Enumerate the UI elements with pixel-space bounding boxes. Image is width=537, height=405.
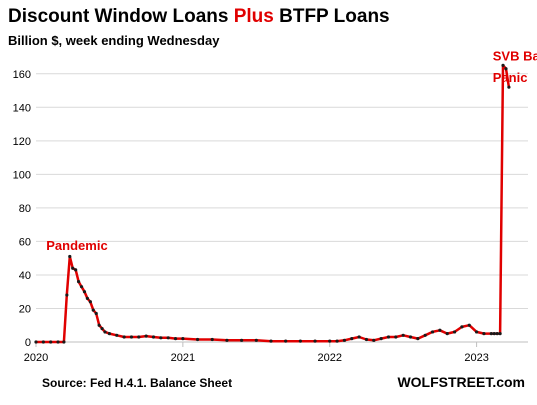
data-point	[240, 338, 244, 342]
data-point	[71, 266, 75, 270]
data-point	[430, 330, 435, 334]
data-point	[501, 63, 505, 67]
data-point	[144, 334, 148, 338]
data-point	[62, 340, 66, 344]
data-point	[492, 332, 496, 336]
data-point	[489, 332, 493, 336]
y-tick-label: 140	[13, 102, 31, 114]
title-part-3: BTFP Loans	[273, 6, 390, 27]
data-point	[357, 335, 361, 339]
data-point	[34, 340, 38, 344]
data-point	[41, 340, 45, 344]
x-axis-ticks: 2020 2021 2022 2023	[24, 342, 489, 364]
data-point	[76, 280, 81, 284]
y-tick-label: 60	[19, 236, 31, 248]
data-point	[328, 339, 332, 343]
y-tick-label: 0	[25, 337, 31, 349]
data-point	[379, 337, 383, 341]
data-point	[85, 296, 90, 301]
data-point	[254, 338, 258, 342]
data-point	[298, 339, 302, 343]
data-point	[269, 339, 273, 343]
data-point	[507, 85, 511, 89]
annotation-label: SVB Bank	[493, 48, 537, 63]
data-point	[100, 326, 104, 331]
data-point	[115, 333, 119, 337]
data-point	[452, 330, 457, 334]
data-point	[460, 325, 464, 329]
data-point	[335, 339, 339, 343]
data-point	[107, 332, 112, 336]
data-point	[181, 337, 185, 341]
data-point	[151, 335, 156, 339]
data-point	[445, 332, 449, 336]
data-point	[88, 300, 92, 304]
data-point	[364, 337, 369, 342]
title-highlight: Plus	[233, 6, 274, 27]
data-point	[129, 335, 134, 339]
x-tick-label: 2022	[317, 352, 341, 364]
data-point	[408, 335, 413, 339]
data-point	[74, 268, 78, 272]
x-tick-label: 2020	[24, 352, 48, 364]
y-axis-ticks: 0 20 40 60 80 100 120 140 160	[13, 69, 31, 349]
annotations: Pandemic SVB Bank Panic	[46, 48, 537, 252]
data-point	[474, 330, 479, 334]
data-point	[56, 340, 60, 344]
source-note: Source: Fed H.4.1. Balance Sheet	[42, 376, 233, 390]
data-point	[49, 340, 53, 344]
y-tick-label: 160	[13, 69, 31, 81]
series-group	[34, 63, 511, 344]
chart-title: Discount Window Loans Plus BTFP Loans	[8, 6, 390, 28]
data-point	[94, 311, 98, 316]
data-point	[350, 337, 354, 341]
data-point	[401, 333, 405, 337]
data-point	[313, 339, 317, 343]
data-point	[423, 333, 427, 337]
annotation-label: Panic	[493, 70, 528, 85]
data-point	[482, 332, 486, 336]
data-point	[210, 337, 214, 342]
y-tick-label: 20	[19, 303, 31, 315]
data-point	[495, 332, 499, 336]
chart-subtitle: Billion $, week ending Wednesday	[8, 33, 220, 48]
y-tick-label: 120	[13, 136, 31, 148]
data-point	[79, 285, 84, 289]
data-point	[68, 254, 72, 259]
data-point	[166, 336, 170, 340]
data-point	[394, 335, 398, 339]
data-point	[498, 332, 502, 336]
x-tick-label: 2023	[464, 352, 488, 364]
gridlines	[36, 73, 528, 309]
data-point	[284, 339, 288, 343]
data-point	[65, 293, 69, 297]
data-point	[372, 338, 376, 342]
data-point	[504, 67, 508, 71]
data-point	[467, 323, 471, 327]
data-point	[137, 335, 141, 339]
data-point	[225, 338, 229, 342]
y-tick-label: 40	[19, 270, 31, 282]
x-tick-label: 2021	[171, 352, 195, 364]
annotation-label: Pandemic	[46, 238, 107, 253]
data-point	[173, 337, 178, 341]
y-tick-label: 100	[13, 169, 31, 181]
data-point	[195, 337, 200, 342]
data-point	[97, 323, 101, 327]
data-point	[103, 330, 107, 334]
title-part-1: Discount Window Loans	[8, 6, 234, 27]
data-point	[386, 335, 391, 339]
data-point	[82, 290, 87, 294]
y-tick-label: 80	[19, 203, 31, 215]
data-point	[342, 338, 347, 342]
data-point	[122, 335, 126, 339]
data-point	[91, 308, 95, 312]
brand-label: WOLFSTREET.com	[397, 374, 525, 390]
data-point	[438, 328, 442, 332]
data-point	[416, 337, 420, 341]
data-point	[159, 336, 163, 340]
